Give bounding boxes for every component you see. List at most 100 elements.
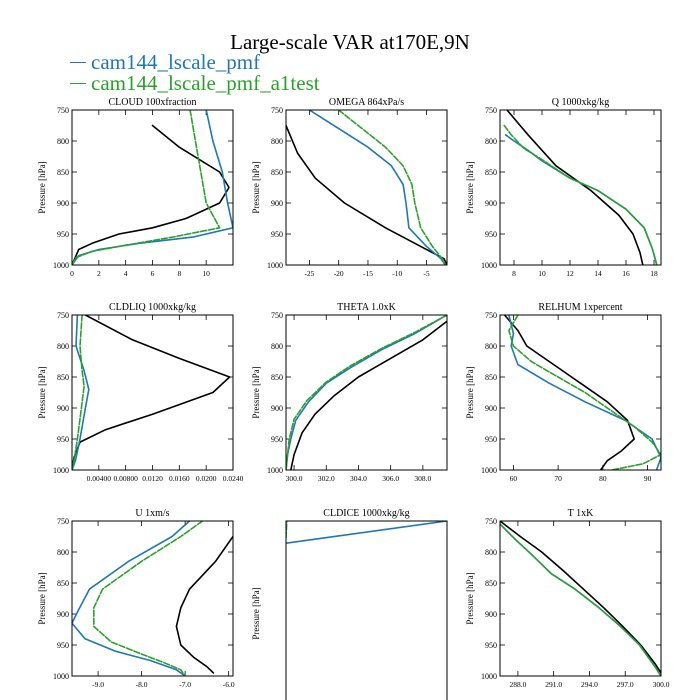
x-tick-label: 80	[599, 474, 607, 483]
series-group	[286, 110, 447, 265]
x-tick-label: 0.0120	[142, 474, 163, 483]
legend-item: cam144_lscale_pmf	[70, 50, 320, 74]
y-tick-label: 1000	[53, 672, 69, 681]
y-tick-label: 900	[271, 199, 283, 208]
x-tick-label: -6.0	[223, 680, 235, 689]
y-tick-label: 950	[485, 230, 497, 239]
x-tick-label: 306.0	[382, 474, 399, 483]
series-line	[72, 315, 85, 470]
y-tick-label: 950	[485, 641, 497, 650]
y-tick-label: 750	[485, 517, 497, 526]
y-tick-label: 1000	[53, 466, 69, 475]
x-tick-label: 6	[151, 269, 155, 278]
plot-frame	[71, 520, 234, 677]
chart-panel: THETA 1.0xK Pressure [hPa] 750 800 850 900 950…	[251, 302, 448, 483]
y-axis-label: Pressure [hPa]	[465, 366, 475, 418]
legend: cam144_lscale_pmf cam144_lscale_pmf_a1te…	[70, 50, 320, 95]
plot-frame	[71, 109, 234, 266]
y-tick-label: 800	[485, 342, 497, 351]
x-tick-label: -5	[423, 269, 429, 278]
y-tick-label: 850	[485, 373, 497, 382]
series-group	[286, 521, 447, 545]
y-tick-label: 750	[57, 106, 69, 115]
y-tick-label: 850	[271, 373, 283, 382]
x-tick-label: 304.0	[350, 474, 367, 483]
chart-title: OMEGA 864xPa/s	[329, 97, 404, 108]
y-tick-label: 900	[57, 610, 69, 619]
series-group	[503, 110, 658, 265]
y-tick-label: 750	[485, 311, 497, 320]
legend-label: cam144_lscale_pmf_a1test	[91, 71, 320, 95]
series-group	[72, 521, 233, 676]
y-tick-label: 850	[485, 168, 497, 177]
y-tick-label: 850	[57, 579, 69, 588]
y-tick-label: 750	[57, 311, 69, 320]
y-tick-label: 950	[57, 435, 69, 444]
x-tick-label: 308.0	[414, 474, 431, 483]
y-tick-label: 750	[271, 106, 283, 115]
chart-panel: Q 1000xkg/kg Pressure [hPa] 750 800 850 900 95…	[465, 97, 662, 278]
chart-panel: RELHUM 1xpercent Pressure [hPa] 750 800 850 9…	[465, 302, 662, 483]
series-line	[286, 521, 447, 545]
series-line	[308, 110, 447, 265]
y-axis-label: Pressure [hPa]	[37, 572, 47, 624]
y-tick-label: 750	[271, 311, 283, 320]
x-tick-label: 16	[622, 269, 630, 278]
series-line	[72, 521, 191, 676]
y-axis-label: Pressure [hPa]	[37, 161, 47, 213]
y-tick-label: 1000	[267, 466, 283, 475]
chart-panel: CLDLIQ 1000xkg/kg Pressure [hPa] 750 800 850…	[37, 302, 244, 483]
chart-title: T 1xK	[568, 508, 594, 519]
series-group	[286, 315, 447, 470]
y-tick-label: 950	[485, 435, 497, 444]
series-line	[289, 320, 447, 470]
series-line	[72, 124, 230, 265]
y-tick-label: 900	[57, 199, 69, 208]
y-axis-label: Pressure [hPa]	[251, 161, 261, 213]
x-tick-label: 4	[124, 269, 128, 278]
chart-title: RELHUM 1xpercent	[538, 302, 622, 313]
chart-panel: CLDICE 1000xkg/kg Pressure [hPa]	[251, 508, 448, 700]
chart-title: Q 1000xkg/kg	[552, 97, 610, 108]
series-line	[337, 110, 447, 265]
y-tick-label: 1000	[53, 261, 69, 270]
x-tick-label: 291.0	[545, 680, 562, 689]
x-tick-label: -9.0	[92, 680, 104, 689]
x-tick-label: 10	[538, 269, 546, 278]
series-group	[500, 521, 661, 676]
x-tick-label: 302.0	[318, 474, 335, 483]
plot-frame	[499, 314, 662, 471]
series-line	[506, 110, 644, 265]
x-tick-label: 0	[70, 269, 74, 278]
legend-label: cam144_lscale_pmf	[91, 50, 261, 74]
y-tick-label: 800	[57, 548, 69, 557]
y-tick-label: 950	[57, 641, 69, 650]
y-axis-label: Pressure [hPa]	[465, 161, 475, 213]
y-tick-label: 800	[57, 137, 69, 146]
series-line	[72, 315, 231, 470]
x-tick-label: 0.0240	[223, 474, 244, 483]
plot-frame	[499, 109, 662, 266]
x-tick-label: 2	[97, 269, 101, 278]
legend-swatch	[70, 62, 86, 63]
x-tick-label: 8	[512, 269, 516, 278]
y-tick-label: 900	[485, 404, 497, 413]
chart-title: CLDLIQ 1000xkg/kg	[109, 302, 196, 313]
y-tick-label: 950	[57, 230, 69, 239]
x-tick-label: -15	[363, 269, 373, 278]
y-tick-label: 800	[485, 548, 497, 557]
x-tick-label: 90	[644, 474, 652, 483]
y-tick-label: 1000	[481, 261, 497, 270]
x-tick-label: 70	[554, 474, 562, 483]
chart-panel: T 1xK Pressure [hPa] 750 800 850 900 950 1000 28…	[465, 508, 670, 689]
y-tick-label: 800	[271, 137, 283, 146]
x-tick-label: 294.0	[581, 680, 598, 689]
y-tick-label: 850	[57, 168, 69, 177]
series-line	[93, 521, 204, 676]
y-tick-label: 800	[271, 342, 283, 351]
chart-title: THETA 1.0xK	[337, 302, 396, 313]
chart-panel: CLOUD 100xfraction Pressure [hPa] 750 800 85…	[37, 97, 234, 278]
chart-title: CLOUD 100xfraction	[108, 97, 196, 108]
series-line	[500, 521, 661, 674]
x-tick-label: -8.0	[136, 680, 148, 689]
